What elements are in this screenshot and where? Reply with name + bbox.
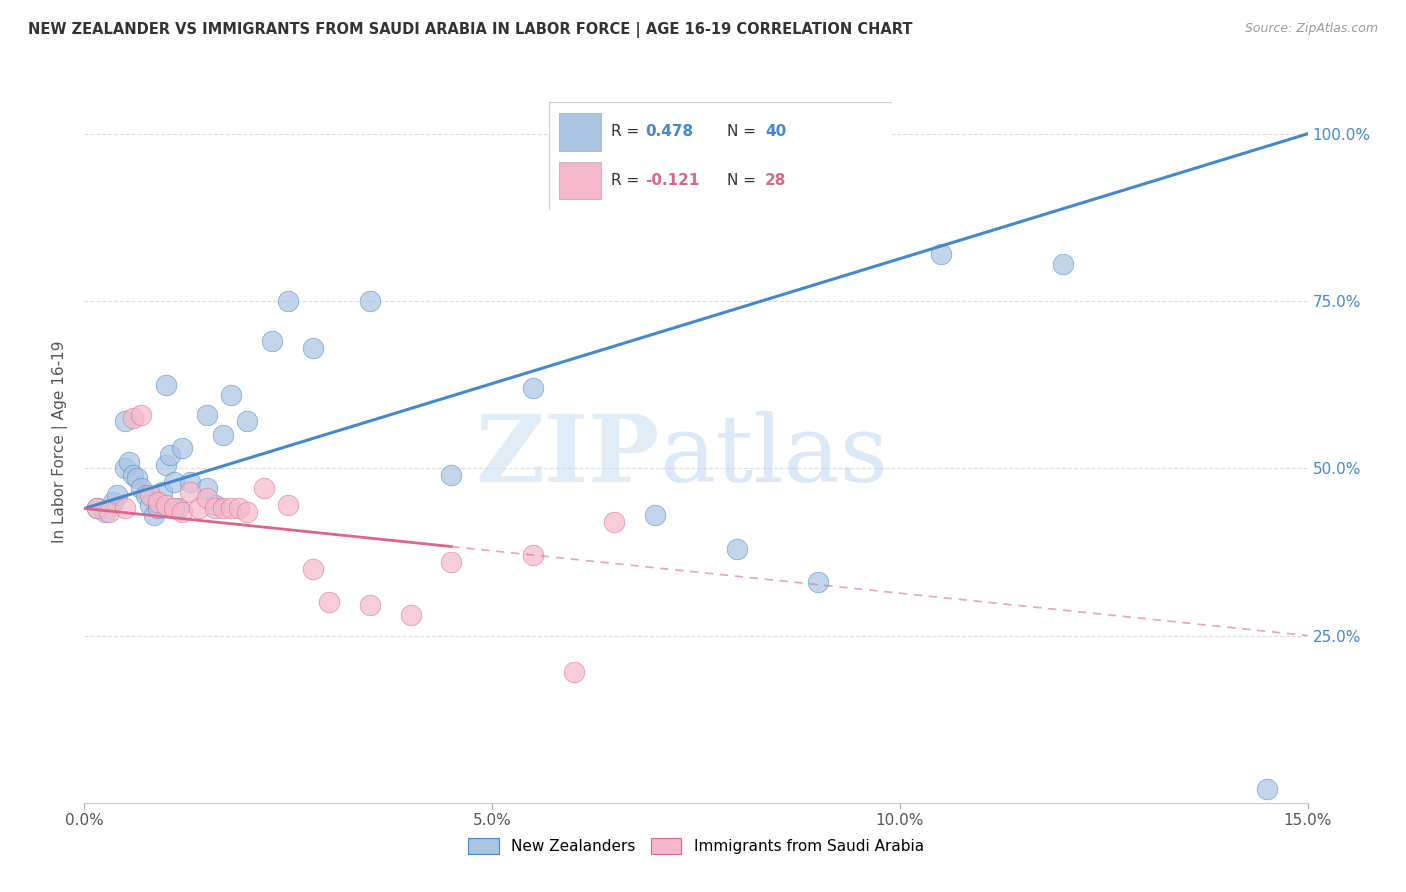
Point: [131, 482, 153, 496]
Point: [159, 448, 181, 462]
Point: [93, 505, 115, 519]
Point: [644, 508, 666, 523]
Point: [150, 484, 173, 499]
Point: [101, 494, 124, 508]
Point: [155, 498, 177, 512]
Point: [522, 381, 544, 395]
Point: [1052, 257, 1074, 271]
Point: [167, 501, 190, 516]
Point: [204, 501, 226, 516]
Point: [155, 458, 177, 472]
Point: [603, 515, 626, 529]
Point: [138, 498, 160, 512]
Point: [138, 488, 160, 502]
Point: [212, 427, 235, 442]
Point: [562, 665, 585, 680]
Point: [359, 599, 381, 613]
Point: [260, 334, 283, 349]
Point: [135, 488, 157, 502]
Point: [163, 501, 186, 516]
Point: [114, 461, 136, 475]
Point: [172, 505, 194, 519]
Point: [301, 562, 323, 576]
Point: [155, 377, 177, 392]
Point: [195, 408, 218, 422]
Point: [929, 247, 952, 261]
Point: [440, 555, 463, 569]
Point: [179, 484, 201, 499]
Point: [440, 467, 463, 482]
Point: [131, 408, 153, 422]
Point: [127, 471, 149, 485]
Point: [522, 548, 544, 563]
Text: atlas: atlas: [659, 411, 889, 501]
Legend: New Zealanders, Immigrants from Saudi Arabia: New Zealanders, Immigrants from Saudi Ar…: [463, 832, 929, 860]
Point: [253, 482, 276, 496]
Point: [163, 475, 186, 489]
Point: [97, 505, 120, 519]
Point: [118, 455, 141, 469]
Point: [219, 387, 242, 401]
Y-axis label: In Labor Force | Age 16-19: In Labor Force | Age 16-19: [52, 340, 69, 543]
Point: [179, 475, 201, 489]
Point: [86, 501, 108, 516]
Point: [277, 293, 299, 308]
Point: [318, 595, 340, 609]
Point: [86, 501, 108, 516]
Point: [399, 608, 422, 623]
Text: ZIP: ZIP: [475, 411, 659, 501]
Point: [142, 508, 165, 523]
Point: [228, 501, 250, 516]
Point: [146, 494, 169, 508]
Point: [301, 341, 323, 355]
Point: [122, 411, 145, 425]
Point: [236, 414, 259, 428]
Point: [807, 575, 830, 590]
Point: [187, 501, 209, 516]
Point: [725, 541, 748, 556]
Point: [1256, 782, 1278, 797]
Point: [212, 501, 235, 516]
Point: [114, 501, 136, 516]
Point: [204, 498, 226, 512]
Point: [236, 505, 259, 519]
Point: [359, 293, 381, 308]
Point: [122, 467, 145, 482]
Point: [277, 498, 299, 512]
Point: [195, 491, 218, 506]
Point: [105, 488, 128, 502]
Text: NEW ZEALANDER VS IMMIGRANTS FROM SAUDI ARABIA IN LABOR FORCE | AGE 16-19 CORRELA: NEW ZEALANDER VS IMMIGRANTS FROM SAUDI A…: [28, 22, 912, 38]
Point: [146, 501, 169, 516]
Point: [114, 414, 136, 428]
Point: [172, 442, 194, 455]
Text: Source: ZipAtlas.com: Source: ZipAtlas.com: [1244, 22, 1378, 36]
Point: [195, 482, 218, 496]
Point: [219, 501, 242, 516]
